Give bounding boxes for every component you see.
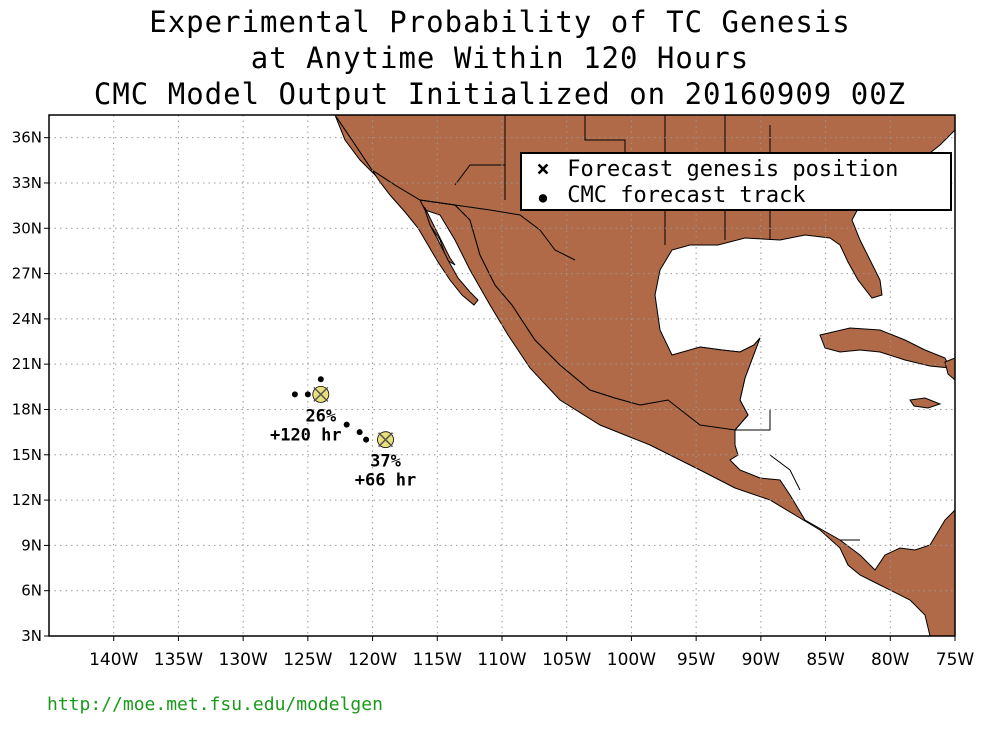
track-point: [356, 429, 363, 436]
title-line-3: CMC Model Output Initialized on 20160909…: [93, 77, 907, 111]
title-line-1: Experimental Probability of TC Genesis: [149, 5, 851, 39]
probability-label: 26%: [305, 406, 336, 426]
y-tick-label: 27N: [12, 265, 42, 283]
land-jamaica: [909, 397, 942, 409]
track-point: [291, 391, 298, 398]
x-tick-label: 110W: [477, 650, 526, 670]
y-tick-label: 15N: [12, 446, 42, 464]
land-hispaniola: [944, 357, 955, 381]
y-tick-label: 12N: [12, 491, 42, 509]
land-baja-california: [371, 169, 479, 306]
legend-track-label: CMC forecast track: [567, 183, 806, 208]
y-tick-label: 18N: [12, 400, 42, 418]
genesis-x-icon: ×: [536, 157, 550, 182]
probability-label: 37%: [370, 452, 401, 472]
x-tick-label: 140W: [89, 650, 138, 670]
forecast-tracks: 26%+120 hr 37%+66 hr: [270, 376, 416, 491]
track-point: [317, 376, 324, 383]
y-tick-label: 24N: [12, 310, 42, 328]
source-url[interactable]: http://moe.met.fsu.edu/modelgen: [47, 694, 383, 715]
y-tick-label: 21N: [12, 355, 42, 373]
y-tick-label: 33N: [12, 174, 42, 192]
legend-row-genesis: × Forecast genesis position: [532, 157, 898, 183]
x-tick-label: 115W: [413, 650, 462, 670]
genesis-marker-icon: [312, 385, 330, 403]
x-tick-label: 135W: [154, 650, 203, 670]
x-tick-label: 80W: [871, 650, 910, 670]
track-point: [304, 391, 311, 398]
lead-time-label: +66 hr: [355, 471, 416, 491]
y-axis: 36N 33N 30N 27N 24N 21N 18N 15N 12N 9N 6N 3N: [12, 129, 49, 645]
y-tick-label: 36N: [12, 129, 42, 147]
x-tick-label: 100W: [607, 650, 656, 670]
track-point: [363, 436, 370, 443]
land-cuba: [819, 327, 951, 369]
legend-row-track: ● CMC forecast track: [532, 183, 806, 209]
track-dot-icon: ●: [538, 190, 548, 206]
x-tick-label: 130W: [219, 650, 268, 670]
y-tick-label: 9N: [21, 536, 42, 554]
lead-time-label: +120 hr: [270, 425, 342, 445]
grid-lines: [49, 115, 955, 636]
x-tick-label: 90W: [742, 650, 781, 670]
x-tick-label: 85W: [806, 650, 845, 670]
y-tick-label: 30N: [12, 219, 42, 237]
x-tick-label: 95W: [677, 650, 716, 670]
x-tick-label: 105W: [542, 650, 591, 670]
track-point: [343, 421, 350, 428]
x-tick-label: 75W: [936, 650, 975, 670]
y-tick-label: 6N: [21, 582, 42, 600]
x-axis: 140W 135W 130W 125W 120W 115W 110W 105W 100W 95W 9…: [89, 636, 974, 670]
legend-box: × Forecast genesis position ● CMC foreca…: [520, 152, 952, 211]
x-tick-label: 120W: [348, 650, 397, 670]
title-line-2: at Anytime Within 120 Hours: [250, 41, 750, 75]
y-tick-label: 3N: [21, 627, 42, 645]
genesis-marker-icon: [377, 431, 394, 449]
x-tick-label: 125W: [283, 650, 332, 670]
legend-genesis-label: Forecast genesis position: [567, 157, 899, 182]
